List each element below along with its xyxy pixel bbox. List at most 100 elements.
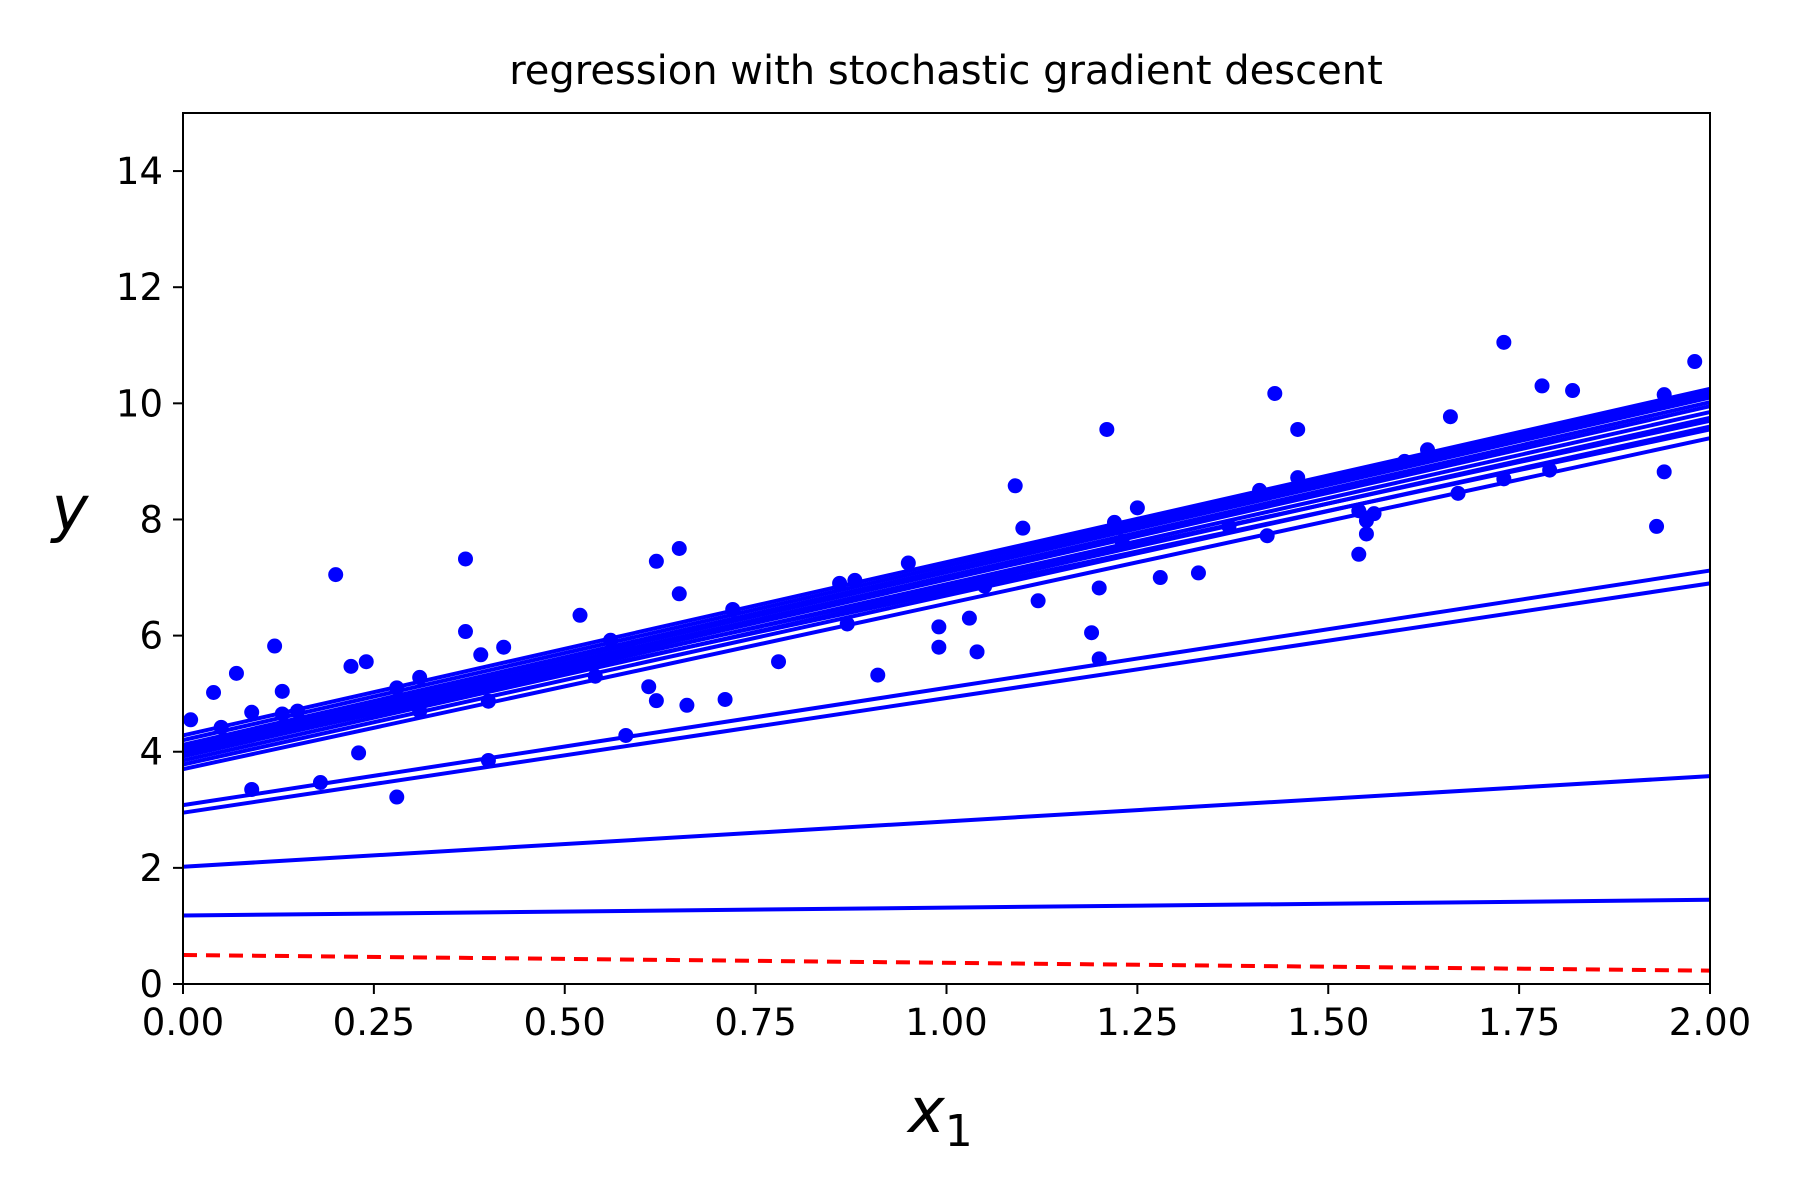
x-tick-label: 1.75 <box>1478 1001 1560 1044</box>
data-point <box>290 703 306 719</box>
data-point <box>389 680 405 696</box>
iteration-lines <box>182 386 1711 973</box>
initial-prediction-line <box>182 952 1711 973</box>
iteration-line-14 <box>182 386 1711 738</box>
iteration-line-12 <box>182 392 1711 747</box>
y-tick-label: 0 <box>139 963 163 1006</box>
data-point <box>480 693 496 709</box>
data-point <box>358 654 374 670</box>
data-point <box>1267 385 1283 401</box>
y-tick-label: 8 <box>139 498 163 541</box>
x-axis-label-subscript: 1 <box>945 1106 973 1157</box>
data-point <box>1099 421 1115 437</box>
iteration-line-5 <box>182 436 1711 772</box>
y-tick-label: 12 <box>116 266 163 309</box>
data-point <box>572 607 588 623</box>
x-axis-ticks: 0.00 0.25 0.50 0.75 1.00 1.25 1.50 1.75 2.00 <box>142 984 1751 1044</box>
data-point <box>457 681 473 697</box>
data-point <box>1496 334 1512 350</box>
y-tick-label: 10 <box>116 382 163 425</box>
data-point <box>1496 471 1512 487</box>
y-tick-label: 14 <box>116 150 163 193</box>
y-axis-ticks: 0 2 4 6 8 10 12 14 <box>116 150 183 1006</box>
data-point <box>351 745 367 761</box>
data-point <box>1015 520 1031 536</box>
x-tick-label: 2.00 <box>1669 1001 1751 1044</box>
data-point <box>1091 580 1107 596</box>
data-point <box>183 712 199 728</box>
y-tick-label: 2 <box>139 847 163 890</box>
data-point <box>206 685 222 701</box>
data-point <box>267 638 283 654</box>
data-point <box>1084 625 1100 641</box>
data-point <box>1252 482 1268 498</box>
iteration-line-13 <box>182 389 1711 743</box>
data-point <box>1091 651 1107 667</box>
data-point <box>1351 546 1367 562</box>
data-point <box>1358 526 1374 542</box>
iteration-line-10 <box>182 400 1711 753</box>
chart-title: regression with stochastic gradient desc… <box>509 48 1383 94</box>
data-point <box>389 789 405 805</box>
data-point <box>1152 570 1168 586</box>
data-point <box>771 654 787 670</box>
iteration-line-11 <box>182 395 1711 750</box>
data-points <box>183 334 1703 805</box>
iteration-line-1 <box>182 897 1711 918</box>
data-point <box>671 541 687 556</box>
data-point <box>358 702 374 718</box>
data-point <box>648 693 664 709</box>
data-point <box>244 704 260 720</box>
data-point <box>457 551 473 567</box>
data-point <box>839 616 855 632</box>
data-point <box>1190 565 1206 581</box>
x-tick-label: 1.50 <box>1287 1001 1369 1044</box>
y-axis-label: y <box>50 472 90 545</box>
data-point <box>1656 464 1672 480</box>
data-point <box>1007 478 1023 494</box>
data-point <box>312 775 328 791</box>
data-point <box>1290 470 1306 486</box>
x-axis-label: x1 <box>906 1074 973 1157</box>
data-point <box>832 575 848 591</box>
data-point <box>343 658 359 674</box>
data-point <box>1656 387 1672 403</box>
x-tick-label: 0.75 <box>714 1001 796 1044</box>
data-point <box>1442 409 1458 425</box>
data-point <box>671 586 687 602</box>
data-point <box>480 752 496 768</box>
data-point <box>1542 462 1558 478</box>
x-axis-label-main: x <box>906 1074 946 1147</box>
data-point <box>1030 593 1046 609</box>
data-point <box>412 703 428 719</box>
data-point <box>328 567 344 583</box>
x-tick-label: 0.50 <box>524 1001 606 1044</box>
data-point <box>641 679 657 695</box>
data-point <box>1450 485 1466 501</box>
data-point <box>1649 518 1665 534</box>
data-point <box>1420 442 1436 458</box>
x-tick-label: 0.25 <box>333 1001 415 1044</box>
data-point <box>473 647 489 663</box>
y-tick-label: 4 <box>139 731 163 774</box>
data-point <box>1534 378 1550 394</box>
data-point <box>1129 500 1145 516</box>
data-point <box>587 668 603 684</box>
data-point <box>931 639 947 655</box>
iteration-line-2 <box>182 774 1711 869</box>
data-point <box>213 719 229 735</box>
data-point <box>1687 354 1703 370</box>
data-point <box>931 619 947 635</box>
data-point <box>900 555 916 571</box>
data-point <box>1290 421 1306 437</box>
data-point <box>977 578 993 594</box>
data-point <box>725 601 741 617</box>
data-point <box>961 610 977 626</box>
data-point <box>228 665 244 681</box>
data-point <box>1565 383 1581 399</box>
data-point <box>717 691 733 707</box>
data-point <box>870 667 886 683</box>
iteration-line-4 <box>182 568 1711 808</box>
iteration-line-3 <box>182 581 1711 815</box>
